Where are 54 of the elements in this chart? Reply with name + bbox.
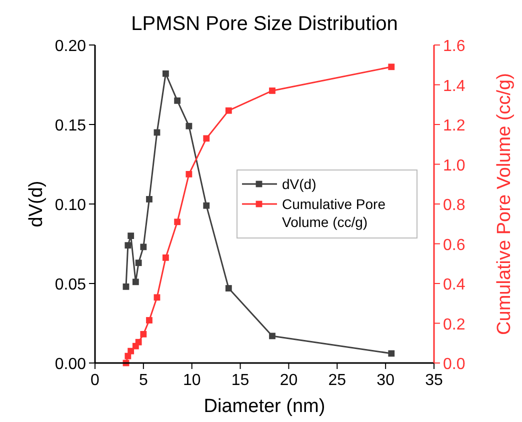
point <box>174 218 181 226</box>
x-tick-label: 30 <box>376 372 395 389</box>
point <box>203 135 210 142</box>
point <box>225 285 232 292</box>
point <box>186 122 192 130</box>
point <box>122 283 130 290</box>
legend-label: Cumulative Pore Volume (cc/g) <box>282 196 386 230</box>
point <box>388 64 395 70</box>
y-tick-label: 0.15 <box>54 118 86 134</box>
x-tick-label: 10 <box>182 372 201 389</box>
point <box>146 196 152 202</box>
x-tick-label: 5 <box>138 372 148 389</box>
point <box>154 294 160 301</box>
y2-tick-label: 0.2 <box>443 316 466 334</box>
y2-tick-label: 0.0 <box>443 356 466 373</box>
x-tick-label: 0 <box>90 372 100 389</box>
point <box>203 202 210 209</box>
point <box>225 107 232 114</box>
x-tick-label: 25 <box>328 372 346 389</box>
y-tick-label: 0.20 <box>54 38 86 55</box>
y2-axis-title: Cumulative Pore Volume (cc/g) <box>494 73 515 335</box>
y2-tick-label: 0.4 <box>443 276 466 294</box>
point <box>162 254 169 261</box>
point <box>269 88 276 94</box>
point <box>186 170 192 178</box>
point <box>135 260 142 266</box>
point <box>269 332 276 340</box>
point <box>132 278 139 286</box>
legend-label: dV(d) <box>282 176 316 192</box>
point <box>124 242 132 249</box>
y2-tick-label: 0.8 <box>443 197 466 214</box>
y-tick-label: 0.00 <box>54 356 86 373</box>
y2-tick-label: 0.6 <box>443 236 466 254</box>
point <box>140 330 147 338</box>
chart-title: LPMSN Pore Size Distribution <box>131 13 398 35</box>
y2-tick-label: 1.2 <box>443 118 466 134</box>
y-axis-title: dV(d) <box>26 180 47 228</box>
y2-tick-label: 1.6 <box>443 38 466 55</box>
x-tick-label: 20 <box>280 372 298 389</box>
y-tick-label: 0.10 <box>54 197 86 214</box>
x-tick-label: 15 <box>231 372 250 389</box>
point <box>388 350 395 357</box>
point <box>146 317 152 324</box>
y2-tick-label: 1.4 <box>443 78 466 95</box>
x-axis-title: Diameter (nm) <box>204 396 326 417</box>
y-tick-label: 0.05 <box>54 276 86 294</box>
point <box>162 70 169 77</box>
point <box>128 348 134 354</box>
point <box>140 244 147 250</box>
point <box>174 97 181 104</box>
x-tick-label: 35 <box>425 372 443 389</box>
y2-tick-label: 1.0 <box>443 157 466 174</box>
point <box>128 232 134 239</box>
point <box>135 338 142 346</box>
